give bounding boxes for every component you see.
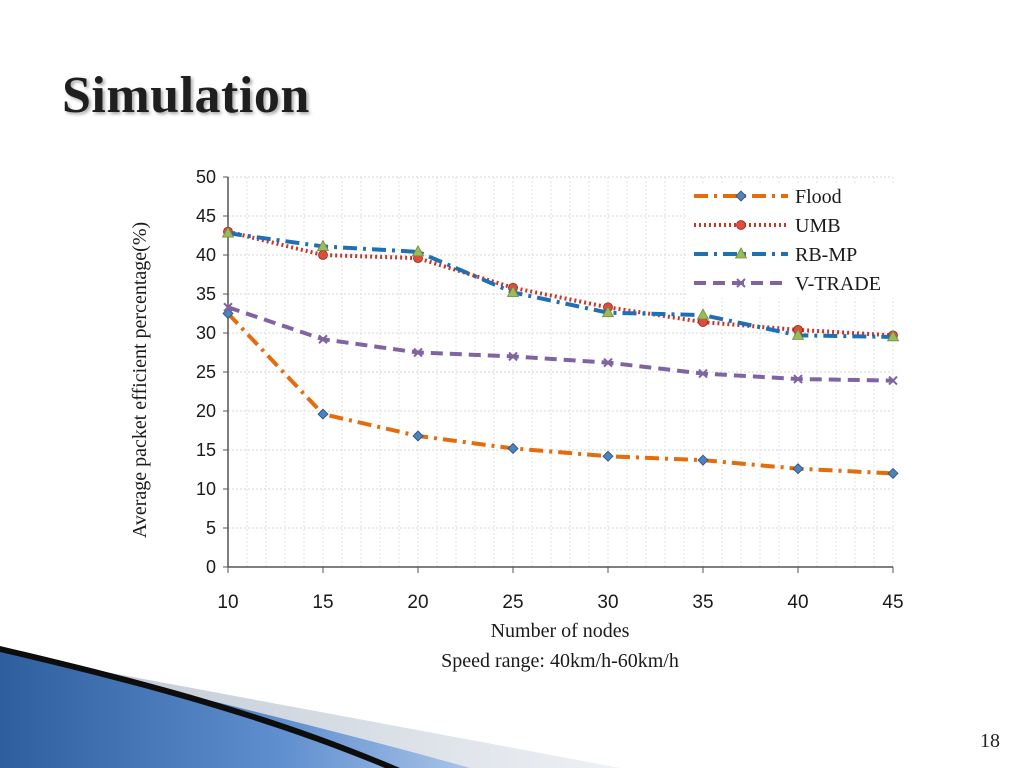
speed-range-note: Speed range: 40km/h-60km/h — [441, 650, 679, 672]
data-point-rbmp — [221, 226, 235, 238]
x-axis-label: Number of nodes — [491, 620, 630, 642]
series-line-umb — [227, 229, 894, 338]
legend-background — [688, 183, 910, 298]
y-tick-label: 50 — [196, 167, 216, 187]
y-tick-label: 45 — [196, 206, 216, 226]
x-marker-stroke — [698, 368, 708, 379]
data-point-flood — [887, 467, 899, 479]
y-tick-label: 20 — [196, 401, 216, 421]
x-marker-stroke — [736, 278, 746, 288]
x-tick-label: 30 — [597, 592, 618, 613]
data-point-vtrade — [793, 374, 803, 384]
y-tick-label: 30 — [196, 323, 216, 343]
data-point-vtrade — [888, 375, 898, 386]
legend-item-vtrade: V-TRADE — [694, 273, 881, 295]
data-point-vtrade — [603, 357, 613, 368]
data-point-flood — [412, 430, 424, 442]
y-tick-label: 35 — [196, 284, 216, 304]
x-tick-label: 45 — [882, 592, 903, 613]
x-tick-label: 15 — [312, 592, 333, 613]
data-point-rbmp — [411, 245, 425, 257]
y-tick-label: 10 — [196, 479, 216, 499]
decor-dark-stroke — [0, 646, 400, 768]
data-point-rbmp — [601, 305, 615, 318]
legend-marker — [736, 278, 746, 288]
series-line-flood — [226, 312, 894, 476]
series-rbmp — [221, 226, 900, 342]
legend-item-umb: UMB — [694, 215, 841, 237]
data-point-flood — [792, 463, 804, 475]
legend: Flood UMB RB-MP V-TRADE — [688, 183, 910, 298]
y-tick-label: 25 — [196, 362, 216, 382]
legend-marker — [734, 247, 748, 259]
data-point-vtrade — [508, 351, 518, 362]
legend-label: Flood — [795, 186, 842, 208]
x-marker-stroke — [793, 374, 803, 384]
data-point-flood — [697, 454, 709, 466]
x-tick-label: 40 — [787, 592, 808, 613]
x-marker-stroke — [413, 347, 423, 358]
series-vtrade — [223, 302, 898, 386]
y-tick-label: 40 — [196, 245, 216, 265]
data-point-vtrade — [318, 334, 328, 344]
data-point-rbmp — [506, 285, 520, 297]
x-tick-label: 35 — [692, 592, 713, 613]
x-tick-label: 20 — [407, 592, 428, 613]
series-flood — [222, 307, 899, 479]
data-point-flood — [602, 450, 614, 462]
data-point-rbmp — [886, 330, 900, 342]
slide-title: Simulation — [62, 67, 310, 124]
data-point-vtrade — [698, 368, 708, 379]
legend-label: UMB — [795, 215, 841, 237]
x-marker-stroke — [508, 351, 518, 362]
y-axis-label: Average packet efficient percentage(%) — [129, 222, 151, 538]
data-point-rbmp — [791, 328, 805, 340]
legend-marker — [736, 220, 746, 230]
x-marker-stroke — [223, 302, 233, 312]
y-tick-label: 15 — [196, 440, 216, 460]
data-point-vtrade — [413, 347, 423, 358]
page-number: 18 — [980, 730, 1000, 752]
legend-item-flood: Flood — [694, 186, 842, 208]
x-marker-stroke — [888, 375, 898, 386]
y-tick-label: 5 — [206, 518, 216, 538]
data-point-rbmp — [316, 239, 330, 251]
legend-item-rbmp: RB-MP — [694, 244, 857, 266]
x-marker-stroke — [318, 334, 328, 344]
data-point-vtrade — [223, 302, 233, 312]
series-line-vtrade — [227, 305, 894, 383]
data-point-rbmp — [696, 308, 710, 320]
legend-label: RB-MP — [795, 244, 857, 266]
x-tick-label: 25 — [502, 592, 523, 613]
y-tick-label: 0 — [206, 557, 216, 577]
legend-label: V-TRADE — [795, 273, 881, 295]
x-tick-label: 10 — [217, 592, 238, 613]
x-marker-stroke — [603, 357, 613, 368]
legend-marker — [735, 190, 747, 202]
data-point-flood — [317, 408, 329, 420]
data-point-flood — [507, 442, 519, 455]
